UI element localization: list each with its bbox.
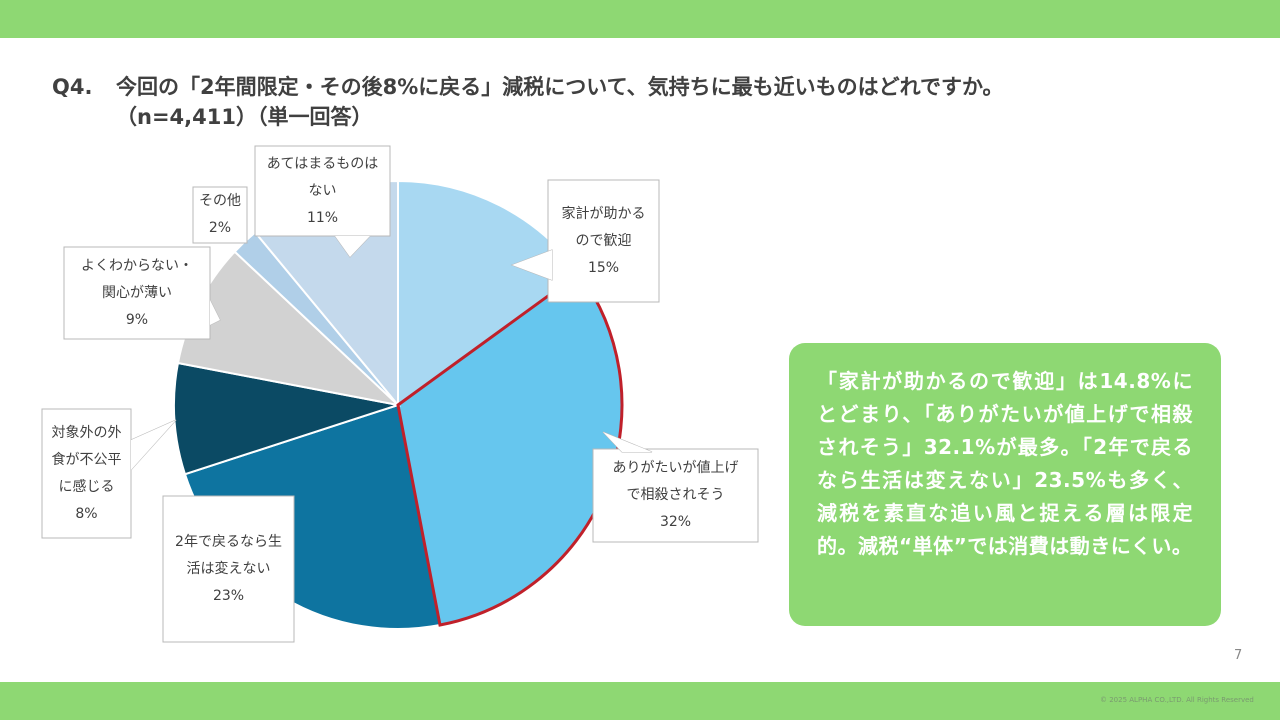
- bottom-green-band: [0, 682, 1280, 720]
- slice-label-1: 家計が助かる ので歓迎 15%: [548, 201, 659, 282]
- page-number: 7: [1234, 648, 1243, 663]
- slice-label-line: ありがたいが値上げ: [612, 460, 739, 476]
- question-text: 今回の「2年間限定・その後8%に戻る」減税について、気持ちに最も近いものはどれで…: [116, 75, 1004, 99]
- slice-value-label: 11%: [306, 209, 339, 226]
- copyright-text: © 2025 ALPHA CO.,LTD. All Rights Reserve…: [1100, 696, 1254, 704]
- callout-box-7: [254, 145, 391, 258]
- slice-label-line: に感じる: [58, 478, 115, 495]
- slice-label-line: 対象外の外: [51, 424, 122, 441]
- slice-label-line: よくわからない・: [81, 257, 193, 274]
- slice-label-line: 活は変えない: [186, 560, 271, 577]
- callout-box-4: [41, 408, 177, 539]
- slice-value-label: 15%: [587, 259, 620, 276]
- pie-slice-4: [173, 361, 399, 476]
- slice-label-line: その他: [199, 193, 241, 209]
- slice-label-line: で相殺されそう: [626, 487, 725, 503]
- slice-label-5: よくわからない・ 関心が薄い 9%: [64, 253, 210, 334]
- slice-value-label: 9%: [125, 311, 149, 328]
- callout-box-1: [510, 179, 660, 303]
- callout-box-6: [192, 186, 248, 244]
- summary-box: 「家計が助かるので歓迎」は14.8%にとどまり、「ありがたいが値上げで相殺されそ…: [789, 343, 1221, 626]
- slice-label-line: 関心が薄い: [102, 284, 172, 301]
- callout-box-2: [592, 431, 759, 543]
- slice-label-line: ので歓迎: [575, 232, 632, 249]
- sample-size-note: （n=4,411）（単一回答）: [116, 105, 373, 129]
- slice-label-line: 家計が助かる: [561, 205, 646, 222]
- slice-value-label: 8%: [75, 505, 98, 522]
- callout-box-5: [63, 246, 221, 340]
- slice-label-line: あてはまるものは: [266, 155, 379, 172]
- slice-label-6: その他 2%: [193, 188, 247, 242]
- slice-label-3: 2年で戻るなら生 活は変えない 23%: [163, 529, 294, 610]
- slice-label-7: あてはまるものは ない 11%: [255, 151, 390, 232]
- slice-label-line: 2年で戻るなら生: [175, 533, 282, 550]
- slice-value-label: 23%: [212, 587, 245, 604]
- summary-text: 「家計が助かるので歓迎」は14.8%にとどまり、「ありがたいが値上げで相殺されそ…: [817, 369, 1193, 558]
- slice-value-label: 32%: [659, 514, 692, 530]
- slice-label-2: ありがたいが値上げ で相殺されそう 32%: [593, 455, 758, 536]
- question-title: Q4. 今回の「2年間限定・その後8%に戻る」減税について、気持ちに最も近いものは…: [52, 72, 1202, 132]
- slice-label-line: ない: [308, 182, 337, 199]
- callout-box-3: [162, 495, 295, 643]
- question-number: Q4.: [52, 75, 93, 99]
- slice-value-label: 2%: [208, 220, 232, 236]
- top-green-band: [0, 0, 1280, 38]
- slice-label-line: 食が不公平: [51, 451, 122, 468]
- slice-label-4: 対象外の外食が不公平に感じる 8%: [42, 420, 131, 528]
